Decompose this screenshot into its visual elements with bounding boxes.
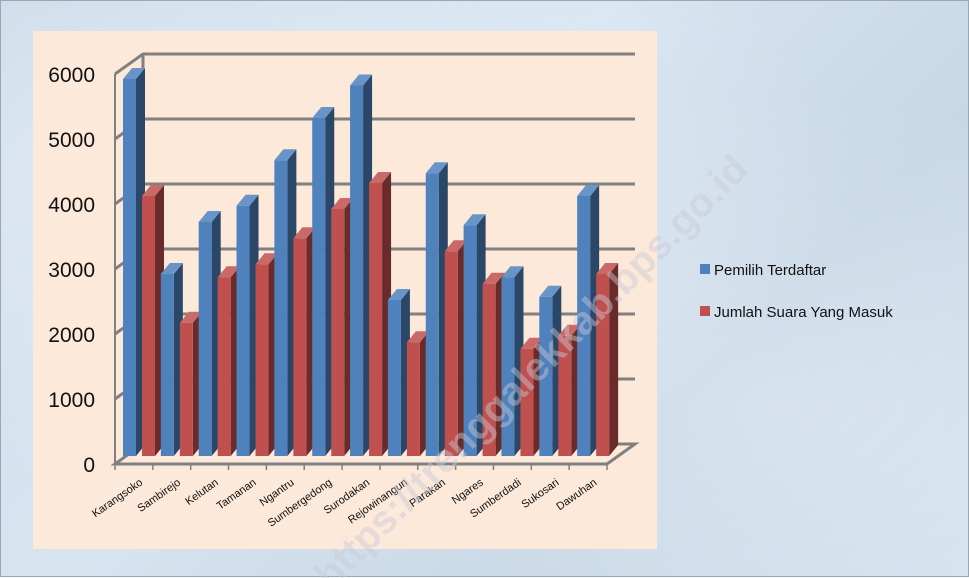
bar-front-face: [482, 283, 496, 456]
y-tick-label: 6000: [48, 64, 95, 87]
bar-jumlah-suara-kelutan: [217, 266, 240, 456]
y-tick-label: 1000: [48, 389, 95, 412]
bar-pemilih-terdaftar-surodakan: [350, 74, 373, 456]
bar-top-face: [236, 194, 259, 206]
bar-top-face: [179, 311, 202, 323]
bar-top-face: [312, 107, 335, 118]
bar-front-face: [217, 277, 231, 456]
bar-front-face: [539, 296, 553, 456]
bar-front-face: [274, 160, 288, 456]
bar-jumlah-suara-sumbergedong: [331, 198, 354, 456]
legend-swatch-pemilih-terdaftar: [700, 264, 710, 274]
bar-top-face: [369, 172, 392, 183]
bar-top-face: [217, 266, 240, 278]
bar-top-face: [444, 240, 467, 252]
bar-top-face: [123, 68, 145, 79]
bar-top-face: [198, 211, 221, 222]
bar-top-face: [482, 272, 505, 284]
bar-pemilih-terdaftar-ngantru: [274, 149, 297, 456]
bar-jumlah-suara-sambirejo: [179, 311, 202, 456]
bar-front-face: [577, 196, 591, 456]
legend-label-pemilih-terdaftar: Pemilih Terdaftar: [714, 262, 826, 279]
bar-front-face: [198, 222, 212, 456]
bar-top-face: [350, 74, 373, 86]
y-tick-label: 4000: [48, 194, 95, 217]
bar-top-face: [463, 214, 486, 226]
y-tick-label: 3000: [48, 259, 95, 282]
bar-pemilih-terdaftar-parakan: [425, 162, 448, 456]
bar-pemilih-terdaftar-sumbergedong: [312, 107, 335, 456]
bar-top-face: [293, 227, 316, 239]
bar-pemilih-terdaftar-kelutan: [198, 211, 221, 456]
legend-swatch-jumlah-suara: [700, 306, 710, 316]
bar-top-face: [577, 185, 600, 196]
bar-jumlah-suara-surodakan: [369, 172, 392, 456]
bar-jumlah-suara-ngantru: [293, 227, 316, 456]
bar-top-face: [274, 149, 297, 161]
bar-top-face: [596, 263, 619, 274]
bar-top-face: [142, 185, 164, 196]
bar-front-face: [236, 205, 250, 456]
bar-front-face: [463, 225, 477, 456]
bar-jumlah-suara-dawuhan: [596, 263, 619, 456]
bar-front-face: [255, 264, 269, 456]
bar-front-face: [160, 274, 174, 456]
bar-pemilih-terdaftar-sambirejo: [160, 263, 183, 456]
bar-top-face: [520, 337, 543, 349]
bar-front-face: [179, 322, 193, 456]
y-tick-label: 0: [83, 454, 95, 477]
bar-front-face: [350, 85, 364, 456]
bar-jumlah-suara-karangsoko: [142, 185, 164, 456]
bar-front-face: [501, 277, 515, 456]
bar-front-face: [331, 209, 345, 456]
legend: Pemilih Terdaftar Jumlah Suara Yang Masu…: [700, 262, 893, 321]
legend-label-jumlah-suara: Jumlah Suara Yang Masuk: [714, 304, 893, 321]
bar-front-face: [444, 251, 458, 456]
bar-front-face: [425, 173, 439, 456]
bar-top-face: [406, 331, 429, 343]
y-tick-label: 2000: [48, 324, 95, 347]
bar-front-face: [293, 238, 307, 456]
bar-jumlah-suara-tamanan: [255, 253, 278, 456]
bar-top-face: [539, 285, 562, 297]
bar-top-face: [501, 266, 524, 278]
y-tick-label: 5000: [48, 129, 95, 152]
bar-top-face: [387, 289, 410, 300]
bar-front-face: [312, 118, 326, 456]
bar-front-face: [558, 335, 572, 456]
bars: [123, 68, 619, 456]
bar-front-face: [520, 348, 534, 456]
bar-top-face: [255, 253, 278, 265]
bar-front-face: [369, 183, 383, 456]
y-tick-labels: 0 1000 2000 3000 4000 5000 6000: [48, 64, 95, 477]
bar-front-face: [596, 274, 610, 456]
bar-pemilih-terdaftar-tamanan: [236, 194, 259, 456]
bar-side-face: [609, 263, 619, 456]
bar-pemilih-terdaftar-karangsoko: [123, 68, 145, 456]
bar-front-face: [123, 79, 136, 456]
bar-top-face: [160, 263, 183, 274]
bar-top-face: [331, 198, 354, 209]
bar-top-face: [558, 324, 581, 336]
bar-front-face: [387, 300, 401, 456]
bar-top-face: [425, 162, 448, 174]
bar-front-face: [406, 342, 420, 456]
bar-pemilih-terdaftar-rejowinangun: [387, 289, 410, 456]
bar-jumlah-suara-rejowinangun: [406, 331, 429, 456]
bar-front-face: [142, 196, 155, 456]
